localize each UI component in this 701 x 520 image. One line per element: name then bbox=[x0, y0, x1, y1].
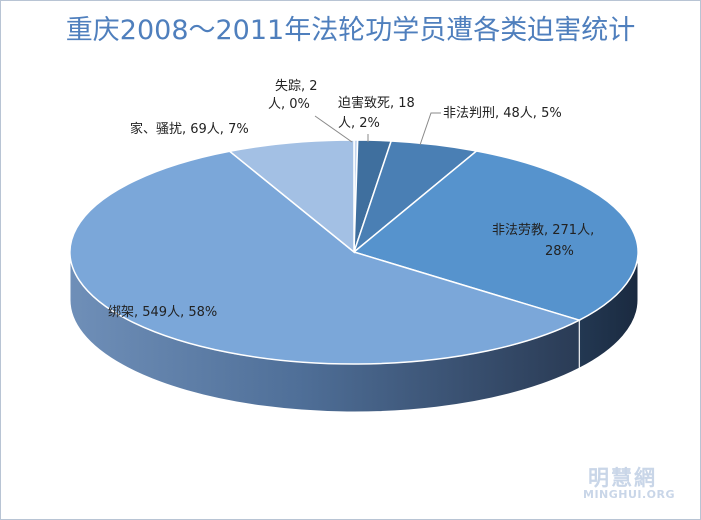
pie-top-surface bbox=[69, 139, 639, 365]
chart-title: 重庆2008～2011年法轮功学员遭各类迫害统计 bbox=[65, 15, 636, 46]
label-迫害致死-line2: 人, 2% bbox=[338, 116, 380, 131]
label-绑架: 绑架, 549人, 58% bbox=[108, 305, 217, 320]
leader-失踪 bbox=[314, 115, 353, 143]
slice-绑架 bbox=[69, 150, 582, 365]
label-迫害致死: 迫害致死, 18 bbox=[338, 95, 415, 111]
minghui-logo-en: MINGHUI.ORG bbox=[583, 488, 676, 501]
label-家、骚扰: 家、骚扰, 69人, 7% bbox=[130, 121, 249, 137]
slice-labels: 失踪, 2 人, 0% 迫害致死, 18 人, 2% 非法判刑, 48人, 5% 非法劳教… bbox=[108, 79, 594, 320]
minghui-logo-cn: 明慧網 bbox=[588, 466, 657, 490]
leader-lines bbox=[314, 112, 441, 146]
label-失踪-line2: 人, 0% bbox=[268, 97, 310, 112]
slice-非法劳教 bbox=[352, 150, 639, 322]
label-非法判刑: 非法判刑, 48人, 5% bbox=[443, 106, 562, 121]
label-失踪: 失踪, 2 bbox=[275, 79, 318, 94]
leader-非法判刑 bbox=[419, 112, 441, 146]
label-非法劳教: 非法劳教, 271人, bbox=[492, 222, 594, 238]
label-非法劳教-line2: 28% bbox=[545, 244, 574, 259]
